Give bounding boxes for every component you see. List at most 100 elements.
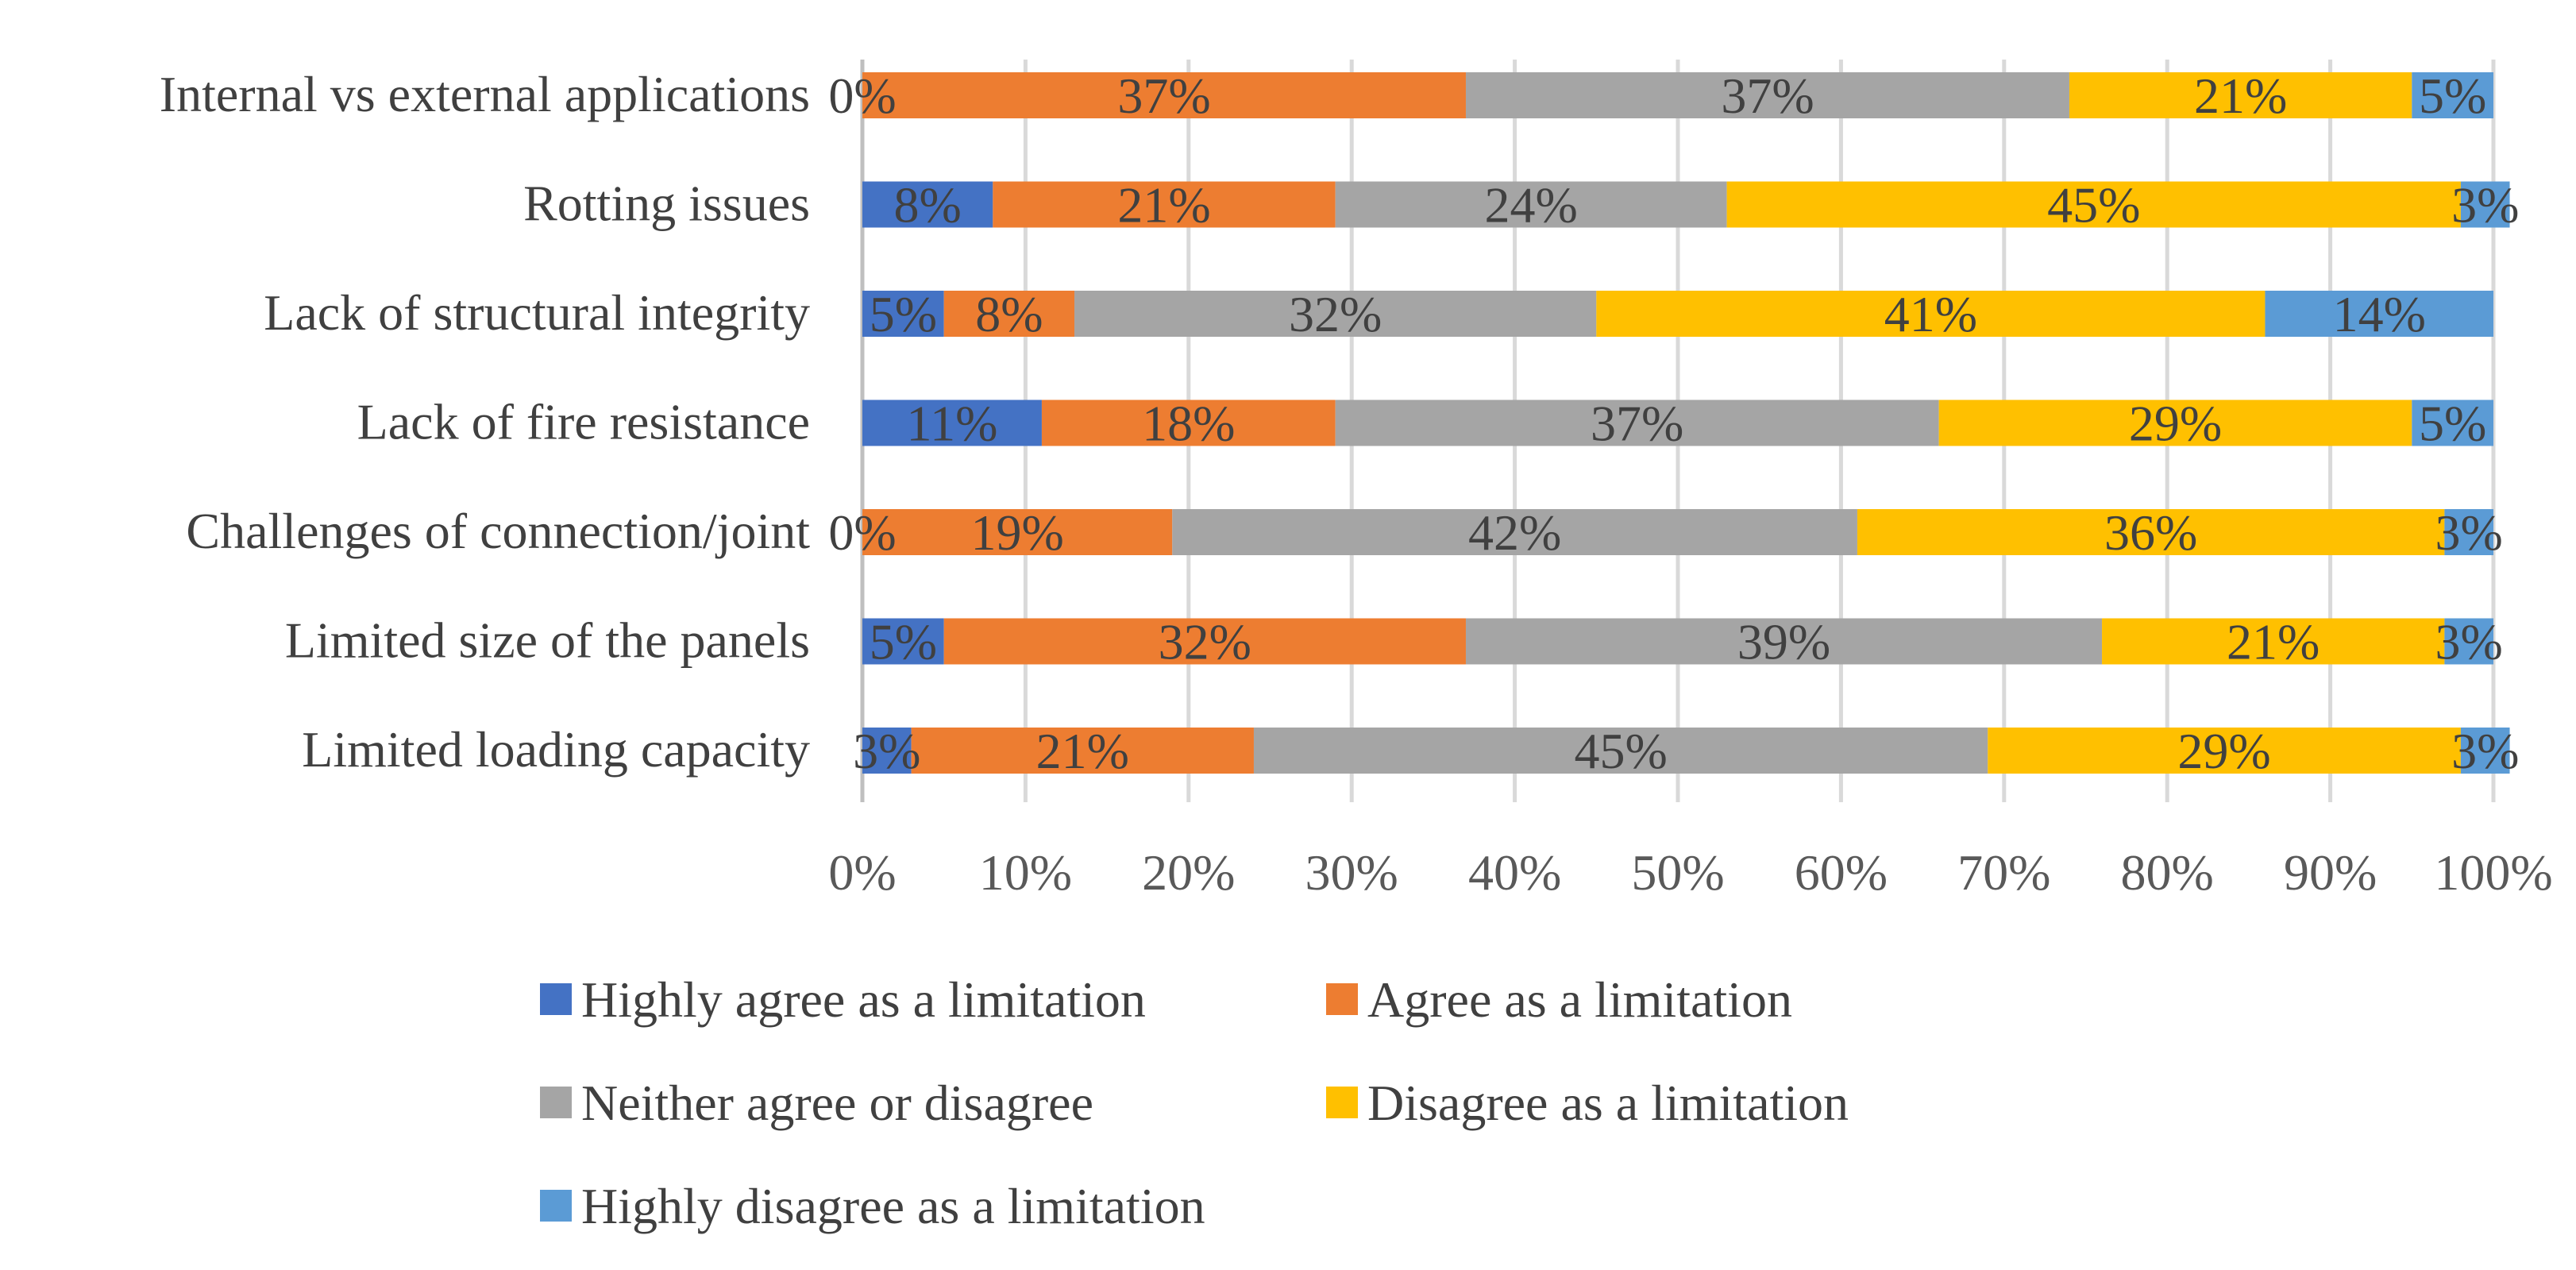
bar-segment bbox=[911, 728, 1254, 774]
bar-segment bbox=[1938, 400, 2412, 446]
bar-segment bbox=[862, 72, 1466, 118]
bar-segment bbox=[943, 618, 1466, 665]
legend-label: Highly disagree as a limitation bbox=[581, 1178, 1205, 1234]
bar-segment bbox=[2412, 400, 2493, 446]
bar-segment bbox=[1041, 400, 1336, 446]
bar-segment bbox=[943, 291, 1075, 337]
data-label: 42% bbox=[1468, 504, 1561, 561]
bar-segment bbox=[2444, 618, 2493, 665]
data-label: 45% bbox=[2047, 177, 2140, 234]
bar-segment bbox=[2102, 618, 2445, 665]
bar-segment bbox=[1172, 509, 1857, 555]
bar-segment bbox=[1596, 291, 2266, 337]
legend-label: Neither agree or disagree bbox=[581, 1075, 1093, 1131]
category-label: Internal vs external applications bbox=[160, 66, 810, 122]
data-label: 5% bbox=[2419, 68, 2486, 124]
bar-segment bbox=[1857, 509, 2445, 555]
data-label: 36% bbox=[2104, 504, 2197, 561]
bar-segment bbox=[1988, 728, 2461, 774]
data-label: 45% bbox=[1574, 723, 1667, 779]
bar-segment bbox=[2460, 728, 2510, 774]
data-label: 41% bbox=[1884, 286, 1977, 342]
legend-item: Neither agree or disagree bbox=[540, 1075, 1093, 1131]
legend: Highly agree as a limitation Agree as a l… bbox=[540, 971, 1849, 1234]
legend-swatch bbox=[540, 983, 572, 1015]
bar-segment bbox=[2069, 72, 2412, 118]
bar-segment bbox=[1726, 181, 2461, 228]
data-label: 5% bbox=[870, 286, 937, 342]
bar-segment bbox=[2265, 291, 2493, 337]
data-label: 3% bbox=[2435, 614, 2503, 670]
data-label: 39% bbox=[1737, 614, 1830, 670]
data-labels: 0% 37% 37% 21% 5% 8% 21% 24% 45% 3% 5% 8% 32% 41% 14% 1… bbox=[828, 68, 2519, 779]
data-label: 21% bbox=[2194, 68, 2287, 124]
data-label: 3% bbox=[2451, 723, 2519, 779]
data-label: 21% bbox=[1036, 723, 1129, 779]
data-label: 8% bbox=[894, 177, 962, 234]
tick-label-0: 0% bbox=[828, 844, 896, 901]
bar-segment bbox=[2444, 509, 2493, 555]
tick-label-10: 100% bbox=[2434, 844, 2552, 901]
legend-label: Highly agree as a limitation bbox=[581, 971, 1146, 1028]
data-label: 11% bbox=[907, 396, 998, 452]
bar-segment bbox=[993, 181, 1336, 228]
data-label: 14% bbox=[2333, 286, 2426, 342]
category-label: Rotting issues bbox=[523, 176, 810, 232]
tick-label-4: 40% bbox=[1468, 844, 1561, 901]
data-label: 32% bbox=[1289, 286, 1382, 342]
category-label: Challenges of connection/joint bbox=[186, 503, 810, 559]
bar-segment bbox=[1253, 728, 1988, 774]
legend-item: Agree as a limitation bbox=[1326, 971, 1792, 1028]
tick-label-5: 50% bbox=[1631, 844, 1724, 901]
bar-segment bbox=[2412, 72, 2493, 118]
category-label: Limited loading capacity bbox=[302, 721, 810, 778]
data-label: 3% bbox=[2451, 177, 2519, 234]
data-label: 37% bbox=[1721, 68, 1814, 124]
legend-swatch bbox=[1326, 1087, 1358, 1118]
legend-label: Disagree as a limitation bbox=[1367, 1075, 1849, 1131]
data-label: 3% bbox=[2435, 504, 2503, 561]
data-label: 3% bbox=[853, 723, 920, 779]
data-label: 0% bbox=[828, 504, 896, 561]
bar-segment bbox=[862, 728, 912, 774]
data-label: 37% bbox=[1117, 68, 1210, 124]
tick-label-8: 80% bbox=[2121, 844, 2214, 901]
bar-segment bbox=[1335, 181, 1727, 228]
legend-label: Agree as a limitation bbox=[1367, 971, 1792, 1028]
data-label: 21% bbox=[2227, 614, 2320, 670]
data-label: 37% bbox=[1591, 396, 1683, 452]
tick-label-6: 60% bbox=[1795, 844, 1888, 901]
legend-item: Disagree as a limitation bbox=[1326, 1075, 1849, 1131]
bar-segment bbox=[862, 400, 1042, 446]
bar-segment bbox=[1335, 400, 1939, 446]
data-label: 24% bbox=[1484, 177, 1577, 234]
bar-segment bbox=[1465, 72, 2069, 118]
tick-label-2: 20% bbox=[1142, 844, 1235, 901]
category-axis-labels: Internal vs external applications Rotting… bbox=[160, 66, 810, 778]
legend-swatch bbox=[1326, 983, 1358, 1015]
bars bbox=[862, 72, 2510, 774]
tick-label-7: 70% bbox=[1957, 844, 2050, 901]
bar-segment bbox=[2460, 181, 2510, 228]
data-label: 29% bbox=[2129, 396, 2222, 452]
legend-item: Highly disagree as a limitation bbox=[540, 1178, 1205, 1234]
bar-segment bbox=[862, 618, 944, 665]
data-label: 19% bbox=[970, 504, 1063, 561]
data-label: 5% bbox=[870, 614, 937, 670]
category-label: Lack of structural integrity bbox=[264, 284, 810, 341]
category-label: Limited size of the panels bbox=[285, 612, 810, 669]
tick-label-1: 10% bbox=[979, 844, 1072, 901]
bar-segment bbox=[862, 181, 993, 228]
data-label: 8% bbox=[975, 286, 1043, 342]
data-label: 5% bbox=[2419, 396, 2486, 452]
data-label: 0% bbox=[828, 68, 896, 124]
bar-segment bbox=[862, 291, 944, 337]
value-axis-tick-labels: 0% 10% 20% 30% 40% 50% 60% 70% 80% 90% 100% bbox=[828, 844, 2552, 901]
legend-swatch bbox=[540, 1087, 572, 1118]
data-label: 32% bbox=[1159, 614, 1251, 670]
data-label: 29% bbox=[2177, 723, 2270, 779]
data-label: 21% bbox=[1117, 177, 1210, 234]
tick-label-9: 90% bbox=[2284, 844, 2377, 901]
